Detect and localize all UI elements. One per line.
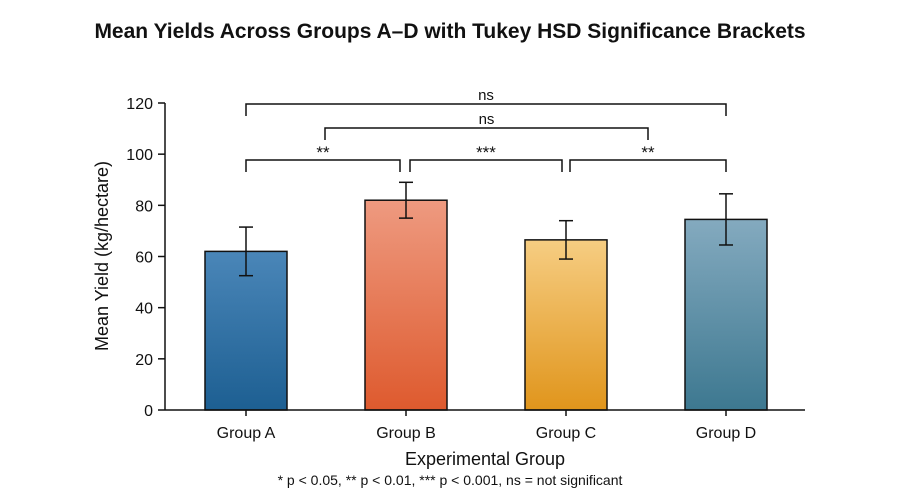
significance-bracket [569, 159, 727, 172]
bar-group-c [524, 239, 608, 411]
significance-bracket [324, 127, 649, 140]
x-tick-label: Group B [376, 425, 436, 442]
y-axis-title: Mean Yield (kg/hectare) [92, 161, 112, 351]
chart-footnote: * p < 0.05, ** p < 0.01, *** p < 0.001, … [277, 472, 623, 488]
bar-group-a [204, 250, 288, 411]
y-tick-label: 0 [144, 403, 153, 420]
x-tick-label: Group D [696, 425, 756, 442]
significance-label: ns [479, 111, 495, 128]
y-tick-label: 40 [135, 301, 153, 318]
bar-group-d [684, 218, 768, 411]
bar-group-b [364, 199, 448, 411]
significance-label: ** [641, 143, 655, 162]
significance-label: *** [476, 143, 496, 162]
significance-label: ns [478, 87, 494, 104]
y-tick-label: 100 [126, 147, 153, 164]
significance-bracket [245, 103, 727, 116]
chart-title: Mean Yields Across Groups A–D with Tukey… [94, 20, 806, 43]
x-tick-label: Group A [217, 425, 276, 442]
x-tick-label: Group C [536, 425, 596, 442]
significance-bracket [245, 159, 401, 172]
significance-label: ** [316, 143, 330, 162]
y-tick-label: 60 [135, 250, 153, 267]
y-tick-label: 120 [126, 96, 153, 113]
y-tick-label: 20 [135, 352, 153, 369]
x-axis-title: Experimental Group [405, 449, 565, 469]
significance-bracket [409, 159, 563, 172]
y-tick-label: 80 [135, 198, 153, 215]
